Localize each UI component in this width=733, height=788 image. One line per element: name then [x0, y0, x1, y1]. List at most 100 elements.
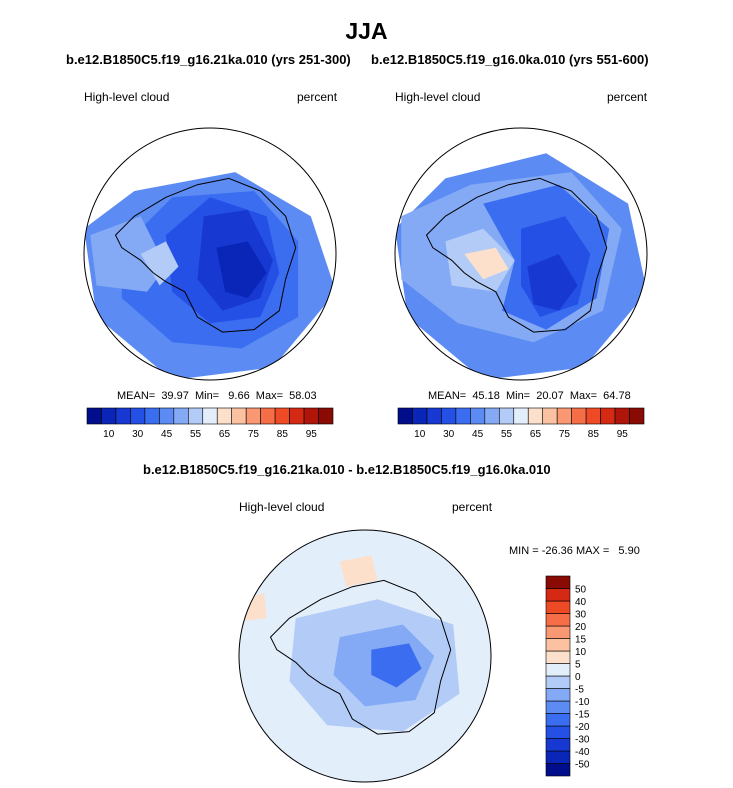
colorbar-box — [130, 407, 146, 425]
colorbar-tick-label: -50 — [575, 760, 590, 771]
difference-title: b.e12.B1850C5.f19_g16.21ka.010 - b.e12.B… — [143, 462, 551, 477]
colorbar-tick-label: 85 — [277, 429, 289, 440]
colorbar-box — [216, 407, 233, 425]
colorbar-box — [159, 407, 175, 425]
colorbar-tick-label: 10 — [103, 429, 115, 440]
contour-region — [371, 643, 422, 688]
figure-title: JJA — [345, 18, 388, 44]
colorbar-box — [545, 750, 571, 764]
colorbar-tick-label: -20 — [575, 722, 590, 733]
colorbar-tick-label: 10 — [575, 647, 587, 658]
panel2-variable-label: High-level cloud — [395, 90, 481, 104]
colorbar-box — [115, 407, 131, 425]
colorbar-box — [173, 407, 189, 425]
colorbar-box — [545, 663, 571, 677]
contour-region — [464, 247, 509, 280]
colorbar-tick-label: 15 — [575, 635, 587, 646]
colorbar-box — [545, 613, 571, 627]
colorbar-box — [397, 407, 413, 425]
panel2-units-label: percent — [607, 90, 648, 104]
colorbar-box — [545, 713, 571, 727]
contour-region — [216, 241, 267, 299]
colorbar-tick-label: 45 — [161, 429, 173, 440]
colorbar-box — [527, 407, 544, 425]
colorbar-tick-label: -5 — [575, 685, 584, 696]
colorbar-box — [513, 407, 529, 425]
colorbar-box — [318, 407, 334, 425]
contour-region — [90, 216, 166, 292]
colorbar-box — [545, 575, 571, 589]
colorbar-tick-label: 50 — [575, 585, 587, 596]
colorbar-tick-label: 30 — [132, 429, 144, 440]
colorbar-tick-label: 20 — [575, 622, 587, 633]
colorbar-box — [614, 407, 630, 425]
map-panel-1 — [84, 172, 336, 380]
panel1-stats: MEAN= 39.97 Min= 9.66 Max= 58.03 — [117, 390, 317, 402]
colorbar-tick-label: -30 — [575, 735, 590, 746]
colorbar-box — [202, 407, 218, 425]
colorbar-box — [545, 600, 571, 614]
coastline — [269, 579, 452, 735]
colorbar-box — [484, 407, 500, 425]
colorbar-tick-label: 85 — [588, 429, 600, 440]
colorbar-box — [231, 407, 247, 425]
colorbar-box — [545, 688, 571, 702]
contour-region — [339, 555, 378, 587]
map-panel-3 — [239, 530, 491, 782]
colorbar-box — [600, 407, 616, 425]
panel3-minmax: MIN = -26.36 MAX = 5.90 — [509, 545, 640, 557]
panel1-variable-label: High-level cloud — [84, 90, 170, 104]
colorbar-box — [274, 407, 290, 425]
colorbar-box — [545, 675, 571, 689]
colorbar-tick-label: -15 — [575, 710, 590, 721]
panel2-case-title: b.e12.B1850C5.f19_g16.0ka.010 (yrs 551-6… — [371, 52, 649, 67]
panel3-variable-label: High-level cloud — [239, 500, 325, 514]
colorbar-tick-label: 75 — [248, 429, 260, 440]
colorbar-box — [101, 407, 117, 425]
colorbar-box — [545, 700, 571, 714]
colorbar-box — [545, 763, 571, 777]
colorbar-box — [545, 725, 571, 739]
colorbar-tick-label: 95 — [306, 429, 318, 440]
colorbar-tick-label: 45 — [472, 429, 484, 440]
map-border — [238, 529, 492, 783]
map-panel-2 — [395, 153, 647, 380]
coastline — [425, 177, 608, 333]
colorbar-box — [545, 625, 571, 639]
colorbar-box — [571, 407, 587, 425]
colorbar-tick-label: 0 — [575, 672, 581, 683]
colorbar-tick-label: 55 — [501, 429, 513, 440]
colorbar-box — [498, 407, 515, 425]
panel3-units-label: percent — [452, 500, 493, 514]
colorbar-box — [455, 407, 471, 425]
colorbar-box — [426, 407, 442, 425]
colorbar-tick-label: 10 — [414, 429, 426, 440]
colorbar-box — [545, 638, 571, 652]
colorbar-box — [470, 407, 486, 425]
colorbar-tick-label: -40 — [575, 747, 590, 758]
contour-region — [140, 241, 179, 286]
colorbar-box — [289, 407, 305, 425]
colorbar-box — [144, 407, 160, 425]
colorbar-box — [245, 407, 261, 425]
colorbar-box — [542, 407, 558, 425]
map-border — [83, 127, 337, 381]
panel1-units-label: percent — [297, 90, 338, 104]
colorbar-tick-label: -10 — [575, 697, 590, 708]
colorbar-box — [303, 407, 319, 425]
colorbar-box — [545, 650, 571, 664]
colorbar-box — [545, 738, 571, 752]
colorbar-box — [187, 407, 204, 425]
colorbar-box — [441, 407, 457, 425]
colorbar-tick-label: 75 — [559, 429, 571, 440]
panel1-case-title: b.e12.B1850C5.f19_g16.21ka.010 (yrs 251-… — [66, 52, 351, 67]
colorbar-box — [260, 407, 276, 425]
colorbar-box — [556, 407, 572, 425]
map-border — [394, 127, 648, 381]
colorbar-tick-label: 5 — [575, 660, 581, 671]
colorbar-box — [412, 407, 428, 425]
colorbar-tick-label: 95 — [617, 429, 629, 440]
colorbar-box — [545, 588, 571, 602]
contour-region — [527, 254, 578, 311]
colorbar-box — [585, 407, 601, 425]
